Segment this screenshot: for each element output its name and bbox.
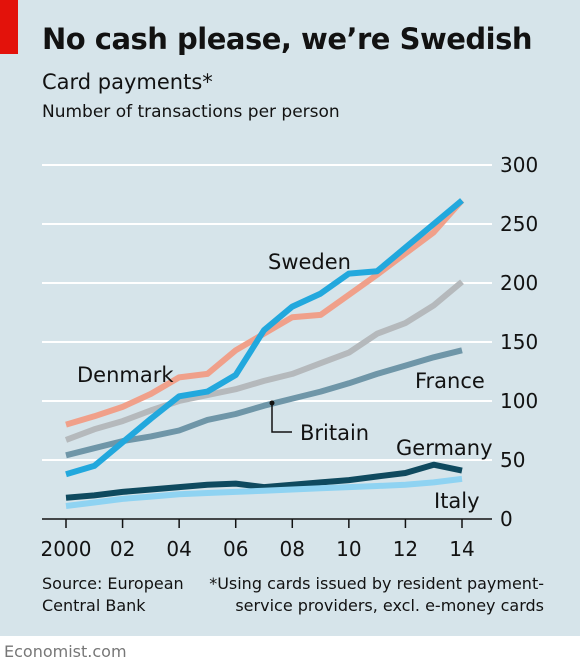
y-tick-label: 150 [500, 330, 538, 354]
gridlines [42, 164, 492, 520]
series-label-italy: Italy [434, 489, 480, 513]
series-line-sweden [65, 198, 464, 478]
y-tick-label: 100 [500, 389, 538, 413]
series-lines [64, 198, 465, 509]
y-tick-label: 300 [500, 153, 538, 177]
britain-leader-dot [269, 400, 275, 406]
series-line-italy [65, 475, 463, 509]
x-tick-label: 10 [336, 537, 361, 561]
y-axis: 0 50 100 150 200 250 300 [500, 153, 538, 531]
britain-leader-line [271, 405, 292, 433]
y-tick-label: 50 [500, 448, 525, 472]
series-label-sweden: Sweden [268, 250, 351, 274]
chart-title: No cash please, we’re Swedish [42, 22, 533, 56]
y-axis-label: Number of transactions per person [42, 102, 340, 122]
y-tick-label: 0 [500, 507, 513, 531]
series-label-britain: Britain [300, 421, 369, 445]
x-tick-label: 04 [166, 537, 191, 561]
series-line-denmark [65, 198, 465, 428]
y-tick-label: 250 [500, 212, 538, 236]
series-labels: Sweden Denmark France Britain Germany Italy [77, 250, 493, 513]
series-label-france: France [415, 369, 485, 393]
y-tick-label: 200 [500, 271, 538, 295]
chart-figure: No cash please, we’re Swedish Card payme… [0, 0, 580, 636]
x-tick-label: 14 [449, 537, 474, 561]
x-tick-label: 08 [280, 537, 305, 561]
x-tick-label: 06 [223, 537, 248, 561]
chart-subtitle: Card payments* [42, 70, 213, 94]
series-label-denmark: Denmark [77, 363, 174, 387]
series-line-france [65, 347, 463, 459]
source-note: Source: European Central Bank [42, 574, 184, 615]
x-axis: 2000 02 04 06 08 10 12 14 [41, 519, 475, 561]
footnote: *Using cards issued by resident payment-… [209, 574, 544, 615]
x-tick-label: 12 [393, 537, 418, 561]
x-tick-label: 2000 [41, 537, 92, 561]
brand-tag [0, 0, 18, 54]
series-line-germany [65, 461, 463, 501]
site-credit[interactable]: Economist.com [4, 642, 127, 661]
x-tick-label: 02 [110, 537, 135, 561]
series-line-britain [64, 279, 464, 443]
series-label-germany: Germany [396, 436, 493, 460]
